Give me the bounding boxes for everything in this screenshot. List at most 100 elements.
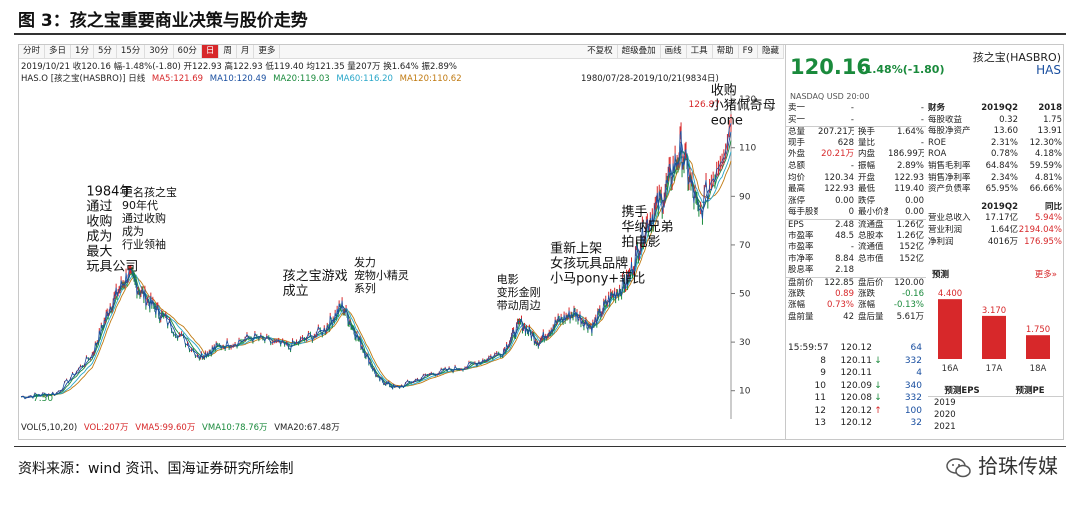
tick-field: 10 [814, 380, 826, 391]
event-annotation: 重新上架女孩玩具品牌小马pony+菲比 [550, 241, 645, 287]
annotation-line: 女孩玩具品牌 [550, 256, 628, 272]
financials-row: 每股净资产 13.60 13.91 [928, 126, 1064, 138]
toolbar-item[interactable]: 多日 [45, 45, 72, 58]
quote-field-value [888, 265, 924, 277]
tick-field: 120.11 [840, 368, 873, 378]
toolbar-right-item[interactable]: 帮助 [713, 45, 739, 58]
tick-row: 13 120.12 32 [786, 417, 926, 430]
quote-row: 卖一 - - [786, 103, 926, 115]
toolbar-item[interactable]: 月 [237, 45, 255, 58]
eps-value-label: 4.400 [938, 289, 962, 299]
metric-label: 每股收益 [928, 114, 963, 125]
toolbar-right-item[interactable]: 隐藏 [758, 45, 784, 58]
tick-field: 340 [904, 380, 922, 391]
toolbar-right-item[interactable]: 工具 [687, 45, 713, 58]
min-price-label: 7.50 [33, 394, 53, 404]
toolbar-right-item[interactable]: 不复权 [583, 45, 618, 58]
more-link[interactable]: 更多» [1034, 270, 1057, 280]
annotation-line: 拍电影 [622, 235, 661, 250]
annotation-line: 通过 [86, 200, 112, 215]
quote-field-label: 振幅 [858, 160, 876, 171]
toolbar-item[interactable]: 周 [219, 45, 237, 58]
quote-field-label: 最高 [788, 184, 806, 195]
price-chart[interactable]: 13011090705030107.50126.871984年通过收购成为最大玩… [19, 83, 784, 419]
quote-field-label: 盘前量 [788, 311, 814, 322]
quote-field-value: - [850, 242, 854, 253]
annotation-line: 电影 [497, 273, 519, 286]
eps-bar-chart: 4.400 16A 3.170 17A 1.750 18A [938, 289, 1050, 374]
y-tick-label: 110 [739, 144, 756, 154]
financials-row: 净利润 4016万 176.95% [928, 237, 1064, 249]
metric-value: 12.30% [1029, 137, 1062, 148]
ma10-label: MA10:120.49 [209, 74, 267, 84]
toolbar-item[interactable]: 1分 [71, 45, 94, 58]
eps-category-label: 17A [986, 364, 1003, 374]
footer-rule [14, 446, 1066, 447]
source-note: 资料来源：wind 资讯、国海证券研究所绘制 [18, 461, 294, 477]
financials-col: 2019Q2 [981, 201, 1018, 212]
annotation-line: 90年代 [122, 198, 158, 212]
quote-field-value: 1.26亿 [896, 230, 924, 241]
watermark-text: 拾珠传媒 [978, 454, 1058, 478]
metric-value: 13.91 [1037, 126, 1062, 137]
metric-value: 0.32 [999, 114, 1018, 125]
quote-row: 涨跌 0.89 涨跌 -0.16 [786, 289, 926, 301]
quote-field-value: 0 [848, 207, 854, 218]
annotation-line: 行业领袖 [122, 237, 166, 251]
y-tick-label: 50 [739, 290, 751, 300]
tick-field: 120.09 [840, 380, 873, 391]
forecast-label: 预测 [932, 270, 950, 280]
quote-row: 市盈率 48.5 总股本 1.26亿 [786, 231, 926, 243]
metric-label: ROA [928, 149, 947, 160]
toolbar-right-item[interactable]: F9 [739, 45, 758, 58]
quote-field-value: 122.93 [894, 172, 924, 183]
tick-field: 4 [916, 368, 922, 378]
vma10-value: VMA10:78.76万 [202, 423, 268, 433]
metric-value: 5.94% [1034, 213, 1062, 224]
quote-field-value: 2.18 [835, 265, 854, 276]
metric-value: 4.81% [1034, 172, 1062, 183]
annotation-line: eone [711, 114, 743, 129]
quote-field-label: 均价 [788, 172, 806, 183]
bar-info-line: 2019/10/21 收120.16 幅-1.48%(-1.80) 开122.9… [21, 62, 457, 72]
y-tick-label: 70 [739, 241, 751, 251]
tick-field: 332 [904, 355, 922, 366]
y-tick-label: 90 [739, 192, 751, 202]
quote-row: 股息率 2.18 [786, 265, 926, 277]
vol-value: VOL:207万 [83, 423, 129, 433]
quote-field-value: 0.00 [905, 207, 924, 218]
quote-row: EPS 2.48 流通盘 1.26亿 [786, 218, 926, 231]
toolbar-item[interactable]: 更多 [254, 45, 281, 58]
quote-field-value: 5.61万 [896, 311, 924, 322]
quote-field-value: -0.13% [893, 300, 924, 311]
toolbar-item[interactable]: 5分 [94, 45, 117, 58]
tick-field: 12 [814, 405, 826, 416]
quote-field-value: 0.00 [835, 195, 854, 206]
toolbar-item[interactable]: 15分 [117, 45, 146, 58]
annotation-line: 玩具公司 [86, 260, 138, 275]
tick-field: 15:59:57 [788, 343, 829, 353]
chart-toolbar: 分时 多日 1分 5分 15分 30分 60分日周月更多 不复权 超级叠加 画线 工具 帮助 F9 隐藏 [19, 45, 784, 59]
quote-field-label: 总量 [788, 127, 806, 138]
toolbar-item[interactable]: 分时 [19, 45, 46, 58]
toolbar-item[interactable]: 日 [201, 45, 220, 58]
event-annotation: 电影变形金刚带动周边 [497, 273, 541, 312]
tick-row: 12 120.12 ↑ 100 [786, 405, 926, 418]
quote-field-label: 市净率 [788, 253, 814, 264]
toolbar-right-item[interactable]: 画线 [661, 45, 687, 58]
quote-row: 现手 628 量比 - [786, 138, 926, 150]
toolbar-right-item[interactable]: 超级叠加 [618, 45, 661, 58]
watermark: 拾珠传媒 [946, 450, 1058, 479]
tick-direction-icon: ↓ [874, 393, 882, 403]
metric-label: 营业总收入 [928, 213, 971, 224]
toolbar-item[interactable]: 30分 [145, 45, 174, 58]
vma20-value: VMA20:67.48万 [274, 423, 340, 433]
toolbar-item[interactable]: 60分 [174, 45, 202, 58]
figure-caption: 图 3：孩之宝重要商业决策与股价走势 [18, 11, 308, 31]
metric-value: 65.95% [985, 184, 1018, 195]
annotation-line: 系列 [354, 281, 376, 295]
caption-rule [14, 33, 1066, 35]
eps-forecast-header: 预测EPS 预测PE [928, 385, 1064, 397]
tick-list: 15:59:57 120.12 64 8 120.11 ↓ 332 9 120.11 4 10 120… [786, 342, 926, 430]
quote-field-label: 卖一 [788, 103, 806, 113]
